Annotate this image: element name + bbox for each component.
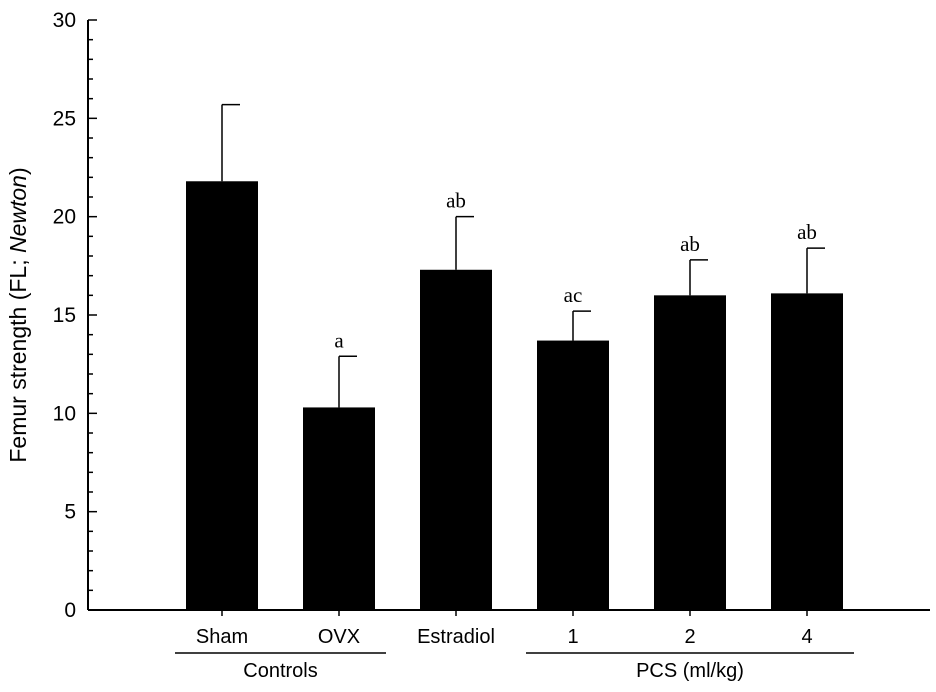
bar-sham — [186, 181, 258, 610]
y-axis-label-prefix: Femur strength (FL; — [5, 253, 31, 463]
x-tick-label: 1 — [567, 626, 578, 648]
x-axis: Sham OVX Estradiol 1 2 4 — [88, 609, 930, 648]
bar-4 — [771, 293, 843, 610]
y-axis-label-suffix: ) — [5, 167, 31, 175]
group-label: PCS (ml/kg) — [636, 660, 744, 682]
y-tick-label: 5 — [64, 501, 76, 524]
bars: a ab ac ab ab — [186, 103, 843, 610]
y-tick-label: 10 — [53, 402, 76, 425]
y-axis-label-italic: Newton — [5, 175, 31, 253]
y-tick-label: 15 — [53, 304, 76, 327]
x-tick-label: OVX — [318, 626, 360, 648]
bar-ovx — [303, 407, 375, 610]
significance-label: ab — [680, 232, 700, 256]
x-tick-label: 4 — [801, 626, 812, 648]
category-groups: Controls PCS (ml/kg) — [175, 652, 854, 682]
y-tick-label: 20 — [53, 206, 76, 229]
significance-label: ab — [446, 189, 466, 213]
significance-label: a — [334, 328, 344, 352]
bar-2 — [654, 295, 726, 610]
x-tick-label: Sham — [196, 626, 248, 648]
group-label: Controls — [243, 660, 317, 682]
significance-label: ab — [797, 220, 817, 244]
y-tick-label: 0 — [64, 599, 76, 622]
x-tick-label: 2 — [684, 626, 695, 648]
bar-1 — [537, 340, 609, 610]
bar-estradiol — [420, 269, 492, 610]
y-axis: 0 5 10 15 20 25 30 — [53, 9, 97, 622]
y-tick-label: 30 — [53, 9, 76, 32]
y-tick-label: 25 — [53, 107, 76, 130]
y-axis-label: Femur strength (FL; Newton) — [5, 167, 31, 462]
x-tick-label: Estradiol — [417, 626, 495, 648]
significance-label: ac — [564, 283, 583, 307]
